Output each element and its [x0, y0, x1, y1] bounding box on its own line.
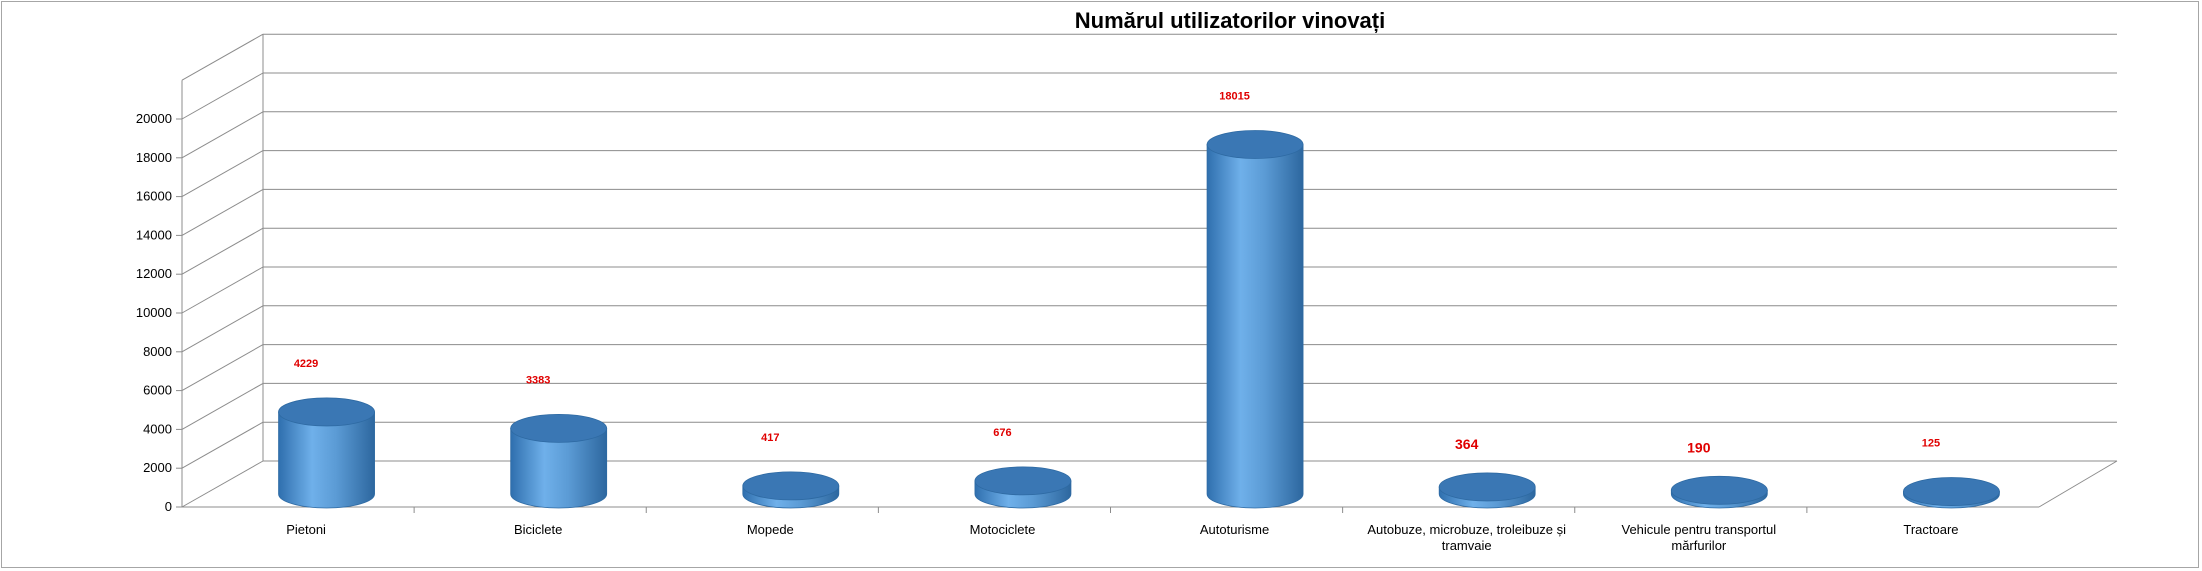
y-tick-label: 20000 — [136, 111, 172, 126]
category-label: Biciclete — [514, 522, 562, 537]
bar-body — [510, 427, 608, 509]
bar — [1438, 472, 1536, 509]
bar — [1903, 477, 2000, 509]
y-tick-label: 0 — [165, 499, 172, 514]
bar — [278, 397, 375, 509]
category-label: Autobuze, microbuze, troleibuze și tramva… — [1367, 522, 1566, 553]
bar-top — [974, 466, 1072, 496]
y-tick-label: 16000 — [136, 189, 172, 204]
bar-top — [278, 397, 375, 427]
grid-diagonal — [181, 150, 264, 198]
data-label: 364 — [1455, 436, 1479, 452]
category-label: Motociclete — [970, 522, 1036, 537]
y-tick-label: 6000 — [143, 383, 172, 398]
grid-diagonal — [181, 382, 264, 430]
y-tick-label: 12000 — [136, 266, 172, 281]
y-tick-label: 10000 — [136, 305, 172, 320]
bar-body — [278, 411, 375, 509]
grid-diagonal — [181, 460, 264, 508]
floor-right-edge — [2038, 460, 2118, 508]
data-label: 417 — [761, 432, 779, 444]
bar — [1670, 475, 1768, 509]
data-label: 3383 — [526, 374, 550, 386]
grid-diagonal — [181, 305, 264, 353]
data-label: 190 — [1687, 439, 1711, 455]
grid-diagonal — [181, 227, 264, 275]
data-label: 4229 — [294, 358, 318, 370]
grid-diagonal — [181, 344, 264, 392]
data-label: 676 — [993, 427, 1011, 439]
grid-diagonal — [181, 72, 264, 120]
bar-body — [1206, 144, 1304, 509]
category-label: Vehicule pentru transportul mărfurilor — [1621, 522, 1776, 553]
grid-diagonal — [181, 111, 264, 159]
bar — [510, 413, 608, 509]
bar-top — [1670, 475, 1768, 505]
category-label: Mopede — [747, 522, 794, 537]
category-label: Pietoni — [286, 522, 326, 537]
data-label: 18015 — [1219, 91, 1250, 103]
grid-diagonal — [181, 266, 264, 314]
bar-top — [510, 413, 608, 443]
bar — [974, 466, 1072, 509]
bar — [1206, 130, 1304, 509]
bar-top — [1903, 477, 2000, 506]
y-tick-label: 8000 — [143, 344, 172, 359]
category-label: Tractoare — [1903, 522, 1958, 537]
y-tick-label: 14000 — [136, 227, 172, 242]
category-label: Autoturisme — [1200, 522, 1269, 537]
grid-diagonal — [181, 33, 264, 81]
bar-top — [1206, 130, 1304, 159]
grid-diagonal — [181, 421, 264, 469]
chart-title: Numărul utilizatorilor vinovați — [1074, 8, 1386, 33]
y-tick-label: 2000 — [143, 460, 172, 475]
grid-diagonal — [181, 188, 264, 236]
bar-top — [742, 471, 840, 501]
y-tick-label: 4000 — [143, 421, 172, 436]
bar-top — [1438, 472, 1536, 502]
bar — [742, 471, 840, 509]
y-tick-label: 18000 — [136, 150, 172, 165]
data-label: 125 — [1922, 438, 1940, 450]
